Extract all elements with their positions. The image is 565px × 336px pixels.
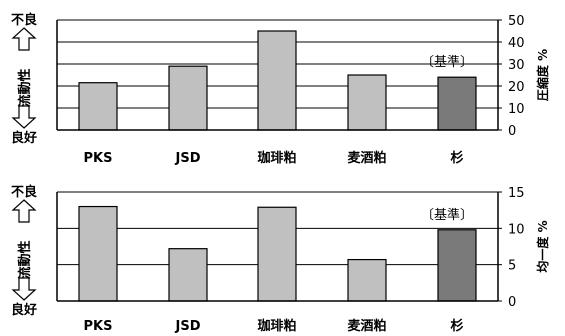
y-tick-label: 0 bbox=[508, 124, 516, 139]
bar-0 bbox=[78, 82, 118, 131]
category-label: 麦酒粕 bbox=[347, 150, 386, 166]
category-label: PKS bbox=[84, 319, 113, 334]
chart1-y-axis-title: 圧縮度 % bbox=[535, 49, 550, 101]
chart1-y-tick-labels: 0 10 20 30 40 50 bbox=[508, 14, 525, 139]
chart1-down-arrow-icon bbox=[11, 105, 37, 129]
y-tick-label: 50 bbox=[508, 14, 525, 29]
y-tick-label: 40 bbox=[508, 36, 525, 51]
y-tick-label: 20 bbox=[508, 80, 525, 95]
category-label: 麦酒粕 bbox=[347, 318, 386, 334]
chart2-flowability-label: 流動性 bbox=[17, 240, 33, 279]
chart2-reference-annotation: 〔基準〕 bbox=[421, 207, 473, 223]
chart1-category-labels: PKS JSD 珈琲粕 麦酒粕 杉 bbox=[84, 150, 464, 166]
category-label: 珈琲粕 bbox=[257, 318, 296, 334]
y-tick-label: 0 bbox=[508, 295, 516, 310]
compression-chart: 0 10 20 30 40 50 PKS JSD 珈琲粕 麦酒粕 杉 〔基準〕 圧縮度 % bbox=[56, 14, 550, 166]
y-tick-label: 15 bbox=[508, 186, 525, 201]
bar-2 bbox=[257, 206, 297, 302]
bar-3 bbox=[347, 258, 387, 302]
bar-4 bbox=[437, 76, 477, 131]
category-label: JSD bbox=[175, 151, 201, 166]
chart2-category-labels: PKS JSD 珈琲粕 麦酒粕 杉 bbox=[84, 318, 464, 334]
chart1-side-scale: 不良 流動性 良好 bbox=[11, 12, 37, 146]
bar-1 bbox=[168, 65, 208, 131]
chart1-bad-label: 不良 bbox=[11, 12, 37, 28]
chart2-axes bbox=[56, 191, 502, 302]
chart2-y-axis-title: 均一度 % bbox=[535, 220, 550, 272]
bar-1 bbox=[168, 248, 208, 302]
y-tick-label: 10 bbox=[508, 102, 525, 117]
chart2-side-scale: 不良 流動性 良好 bbox=[11, 184, 37, 318]
chart1-axes bbox=[56, 19, 502, 131]
chart1-up-arrow-icon bbox=[11, 27, 37, 51]
category-label: JSD bbox=[175, 319, 201, 334]
chart2-y-tick-labels: 0 5 10 15 bbox=[508, 186, 525, 310]
chart2-bars bbox=[78, 205, 477, 302]
chart1-flowability-label: 流動性 bbox=[17, 68, 33, 107]
chart2-bad-label: 不良 bbox=[11, 184, 37, 200]
chart2-good-label: 良好 bbox=[11, 302, 37, 318]
category-label: 珈琲粕 bbox=[257, 150, 296, 166]
chart1-good-label: 良好 bbox=[11, 130, 37, 146]
bar-2 bbox=[257, 30, 297, 131]
category-label: 杉 bbox=[450, 150, 463, 166]
category-label: 杉 bbox=[450, 318, 463, 334]
bar-4 bbox=[437, 229, 477, 302]
y-tick-label: 5 bbox=[508, 259, 516, 274]
uniformity-chart: 0 5 10 15 PKS JSD 珈琲粕 麦酒粕 杉 〔基準〕 均一度 % bbox=[56, 186, 550, 334]
y-tick-label: 30 bbox=[508, 58, 525, 73]
category-label: PKS bbox=[84, 151, 113, 166]
y-tick-label: 10 bbox=[508, 222, 525, 237]
bar-0 bbox=[78, 205, 118, 302]
chart1-bars bbox=[78, 30, 477, 131]
bar-3 bbox=[347, 74, 387, 131]
chart1-reference-annotation: 〔基準〕 bbox=[421, 54, 473, 70]
chart2-up-arrow-icon bbox=[11, 199, 37, 223]
chart2-down-arrow-icon bbox=[11, 277, 37, 301]
